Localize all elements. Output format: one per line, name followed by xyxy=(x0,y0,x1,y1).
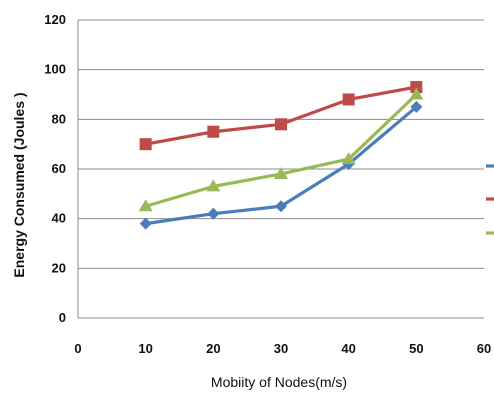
series-3 xyxy=(138,87,424,212)
series-1-point xyxy=(275,200,287,213)
series-2-line xyxy=(144,85,418,146)
x-tick-label: 0 xyxy=(74,341,81,356)
x-tick-label: 60 xyxy=(477,341,491,356)
series-2-point xyxy=(139,138,152,151)
y-axis-title: Energy Consumed (Joules ) xyxy=(11,92,27,277)
x-tick-label: 40 xyxy=(341,341,355,356)
series-3-point xyxy=(341,152,356,165)
y-tick-label: 20 xyxy=(52,260,66,275)
series-2-point xyxy=(207,125,220,138)
y-tick-label: 0 xyxy=(59,310,66,325)
tick-labels: 0 20 40 60 80 100 120 0 10 20 30 40 50 60 xyxy=(44,12,491,356)
series-3-line xyxy=(144,92,418,208)
y-tick-label: 40 xyxy=(52,211,66,226)
series-2-point xyxy=(410,81,423,94)
series-2-point xyxy=(275,118,287,131)
series-3-point xyxy=(206,179,221,192)
x-tick-label: 30 xyxy=(274,341,288,356)
series-3-point xyxy=(409,87,424,100)
series xyxy=(138,81,424,230)
y-tick-label: 80 xyxy=(52,111,66,126)
series-3-point xyxy=(274,166,288,179)
y-tick-label: 120 xyxy=(44,12,66,27)
series-1 xyxy=(139,100,423,230)
series-2-point xyxy=(342,93,355,106)
x-tick-label: 10 xyxy=(138,341,152,356)
series-1-point xyxy=(410,100,423,113)
x-tick-label: 50 xyxy=(409,341,423,356)
x-tick-label: 20 xyxy=(206,341,220,356)
y-tick-label: 60 xyxy=(52,161,66,176)
series-2 xyxy=(139,81,423,151)
series-3-point xyxy=(138,199,153,212)
series-1-point xyxy=(207,207,220,220)
axes xyxy=(77,20,484,319)
series-1-point xyxy=(139,217,152,230)
y-tick-label: 100 xyxy=(44,62,66,77)
gridlines xyxy=(78,19,484,269)
legend xyxy=(486,164,494,235)
x-axis-title: Mobiity of Nodes(m/s) xyxy=(211,374,347,390)
